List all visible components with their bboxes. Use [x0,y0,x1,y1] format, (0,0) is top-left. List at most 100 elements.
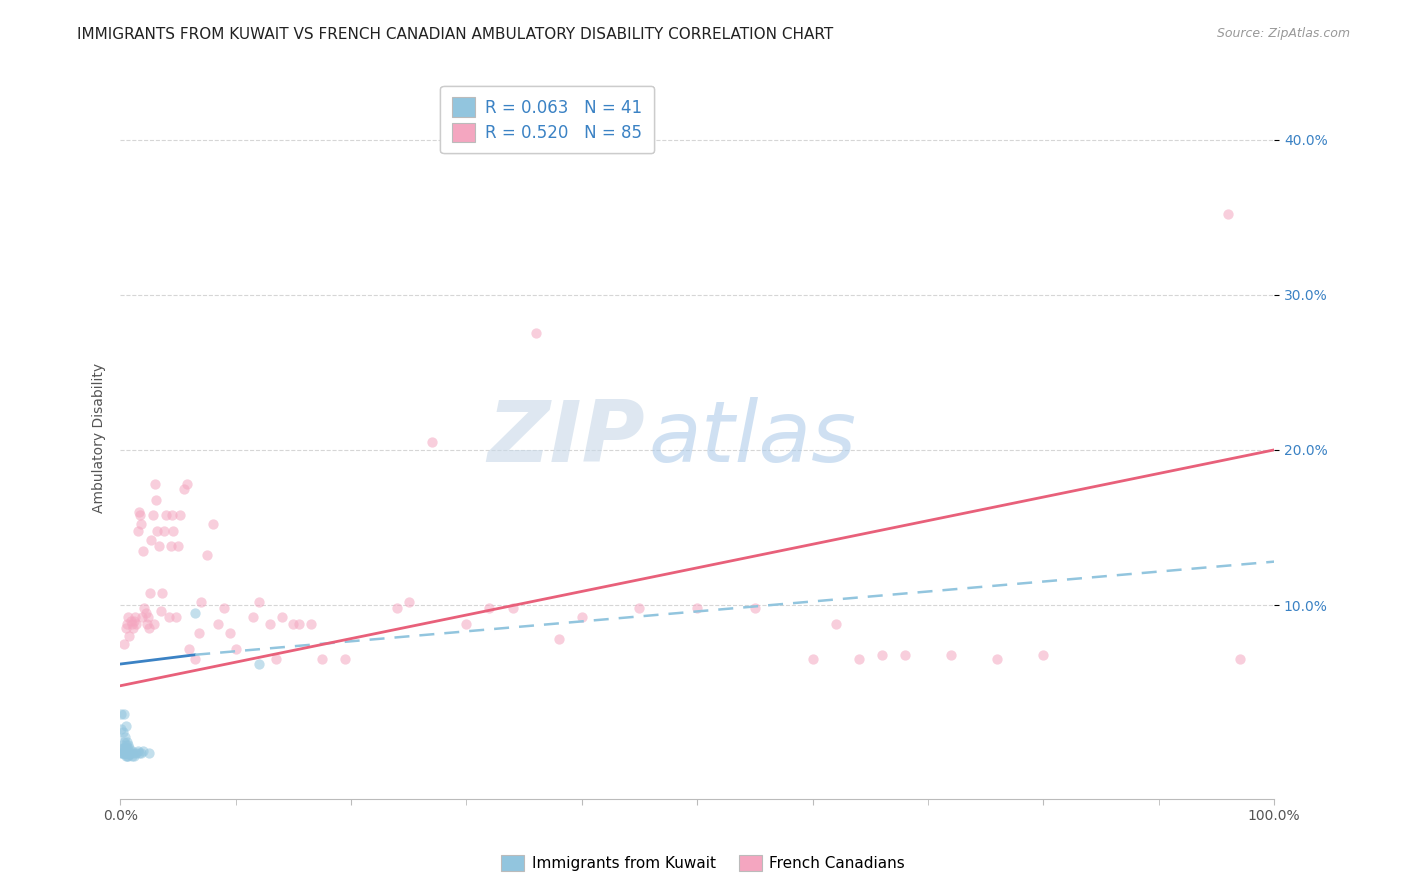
Point [195,549,218,563]
Point [184,652,207,666]
Point [112,637,135,651]
Point [145,492,167,507]
Point [524,326,547,341]
Point [111,740,134,755]
Point [160,508,183,522]
Point [115,734,138,748]
Point [114,746,136,760]
Point [138,746,160,760]
Point [125,746,148,760]
Point [176,477,198,491]
Point [114,740,136,755]
Text: atlas: atlas [648,397,856,480]
Point [129,746,152,760]
Text: ZIP: ZIP [488,397,645,480]
Point [179,641,201,656]
Point [184,606,207,620]
Point [173,482,195,496]
Point [112,746,135,760]
Point [167,539,190,553]
Point [270,610,292,624]
Point [153,524,176,538]
Point [187,626,209,640]
Point [121,744,143,758]
Point [115,621,138,635]
Point [115,719,138,733]
Point [115,746,138,760]
Legend: R = 0.063   N = 41, R = 0.520   N = 85: R = 0.063 N = 41, R = 0.520 N = 85 [440,86,654,153]
Point [112,706,135,721]
Point [335,652,357,666]
Point [117,746,139,760]
Point [115,746,138,760]
Point [311,652,333,666]
Point [398,595,420,609]
Point [122,748,145,763]
Point [110,706,132,721]
Point [848,652,870,666]
Point [242,610,264,624]
Point [118,629,141,643]
Point [118,747,141,761]
Point [1216,207,1239,221]
Point [686,601,709,615]
Point [115,748,138,763]
Point [131,610,153,624]
Point [894,648,917,662]
Point [111,746,134,760]
Y-axis label: Ambulatory Disability: Ambulatory Disability [93,363,107,513]
Point [112,734,135,748]
Point [135,616,157,631]
Point [155,508,177,522]
Point [122,614,145,628]
Point [148,539,170,553]
Point [136,610,159,624]
Point [824,616,846,631]
Point [132,744,155,758]
Point [139,585,162,599]
Point [120,614,142,628]
Point [247,657,270,671]
Point [160,539,183,553]
Point [115,748,138,763]
Point [117,748,139,763]
Point [870,648,893,662]
Point [141,533,163,547]
Point [247,595,270,609]
Point [288,616,311,631]
Point [283,616,305,631]
Point [456,616,478,631]
Point [110,738,132,752]
Point [127,744,149,758]
Point [502,601,524,615]
Point [385,601,408,615]
Text: Source: ZipAtlas.com: Source: ZipAtlas.com [1216,27,1350,40]
Point [986,652,1008,666]
Point [114,730,136,744]
Point [207,616,229,631]
Point [122,746,145,760]
Point [110,723,132,737]
Point [110,746,132,760]
Point [571,610,593,624]
Point [129,517,152,532]
Point [547,632,569,647]
Point [299,616,322,631]
Point [117,610,139,624]
Point [420,435,443,450]
Point [120,746,142,760]
Legend: Immigrants from Kuwait, French Canadians: Immigrants from Kuwait, French Canadians [495,849,911,877]
Point [218,626,240,640]
Point [124,610,146,624]
Point [939,648,962,662]
Point [121,748,143,763]
Point [127,524,149,538]
Point [143,477,166,491]
Point [128,508,150,522]
Point [128,746,150,760]
Point [135,606,157,620]
Point [146,524,169,538]
Point [1229,652,1251,666]
Point [628,601,651,615]
Point [128,505,150,519]
